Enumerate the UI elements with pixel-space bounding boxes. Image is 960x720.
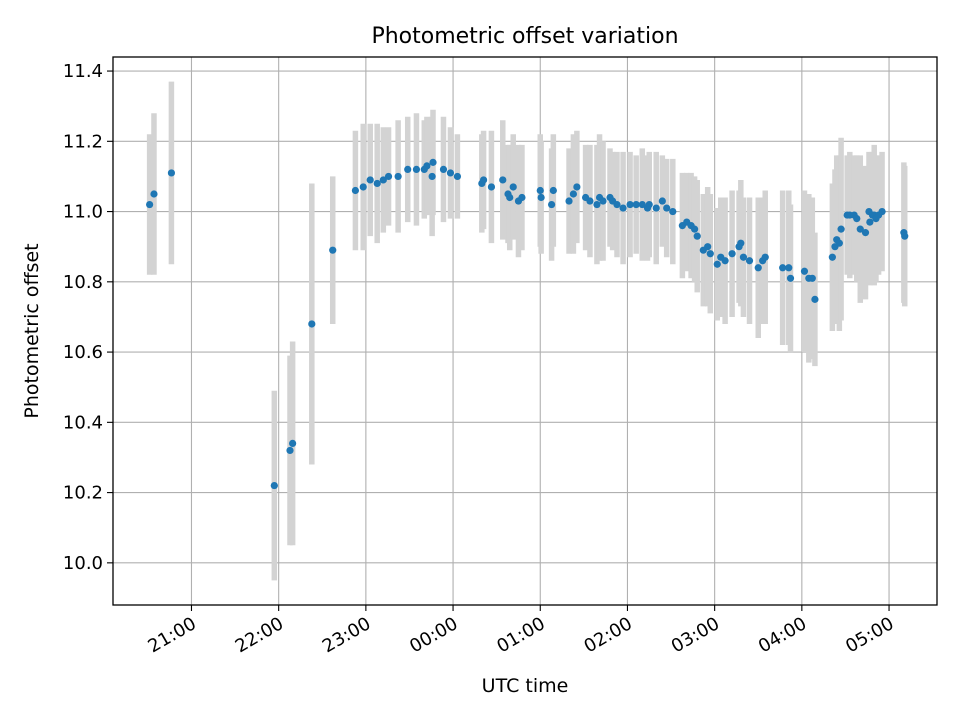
y-tick-label: 10.6 [63,342,103,363]
data-point [509,183,517,191]
data-point [351,186,360,195]
y-tick-label: 11.0 [63,202,103,223]
y-axis-label: Photometric offset [21,243,43,418]
data-point [366,176,374,184]
data-point [150,190,158,198]
data-point [861,229,870,237]
data-point [739,253,748,261]
data-point [721,257,729,265]
data-point [404,165,412,174]
data-point [394,172,402,181]
data-point [359,183,367,191]
data-point [800,267,809,275]
data-point [835,239,843,247]
data-point [811,295,819,303]
data-point [167,169,176,177]
data-point [632,200,640,209]
data-point [569,190,577,198]
data-point [737,239,745,247]
data-point [423,162,431,170]
data-point [745,257,754,265]
data-point [446,169,455,177]
data-point [573,183,581,191]
y-tick-label: 10.2 [63,483,103,504]
data-point [506,193,514,202]
data-point [329,246,337,254]
data-point [808,274,816,282]
data-point [586,197,594,205]
x-axis-label: UTC time [482,675,569,697]
data-point [645,200,653,209]
data-point [761,253,769,261]
data-point [453,172,462,181]
data-point [878,207,886,216]
y-axis-ticks: 10.0 10.2 10.4 10.6 10.8 11.0 11.2 11.4 [63,61,113,574]
data-point [693,232,701,240]
data-point [439,165,448,174]
data-point [663,204,671,212]
data-point [856,225,864,233]
data-point [866,218,874,226]
data-point [308,320,316,328]
data-point [901,232,909,240]
data-point [837,225,845,233]
data-point [786,274,795,282]
data-point [373,179,381,188]
data-point [593,200,601,209]
data-point [270,481,278,490]
data-point [479,176,488,184]
data-point [658,197,666,205]
plot-area-frame [112,56,938,606]
data-point [690,225,699,233]
data-point [853,214,861,223]
data-point [785,264,793,272]
data-point [536,186,544,195]
data-point [289,439,297,448]
data-point [549,186,557,195]
data-point [713,260,721,268]
data-point [146,200,154,209]
data-point [728,250,736,258]
y-tick-label: 11.4 [63,61,103,82]
data-point [652,204,660,212]
data-point [599,197,607,205]
data-point [428,172,436,181]
data-point [518,193,526,202]
data-point [412,165,421,174]
data-point [384,172,393,181]
data-point [638,200,646,209]
data-point [754,264,762,272]
data-point [706,250,714,258]
y-tick-label: 10.8 [63,272,103,293]
y-tick-label: 10.0 [63,553,103,574]
data-point [626,200,634,209]
data-point [537,193,545,202]
data-point [499,176,507,184]
data-point [547,200,556,209]
data-point [704,243,712,251]
data-point [828,253,836,261]
data-point [565,197,573,205]
data-points [146,158,909,490]
data-point [487,183,496,191]
data-point [669,207,677,216]
chart-title: Photometric offset variation [371,24,678,49]
data-point [619,204,627,212]
y-tick-label: 11.2 [63,131,103,152]
data-point [379,176,387,184]
data-point [286,446,294,455]
data-point [613,200,621,209]
data-point [779,264,787,272]
data-point [429,158,437,166]
y-tick-label: 10.4 [63,412,103,433]
